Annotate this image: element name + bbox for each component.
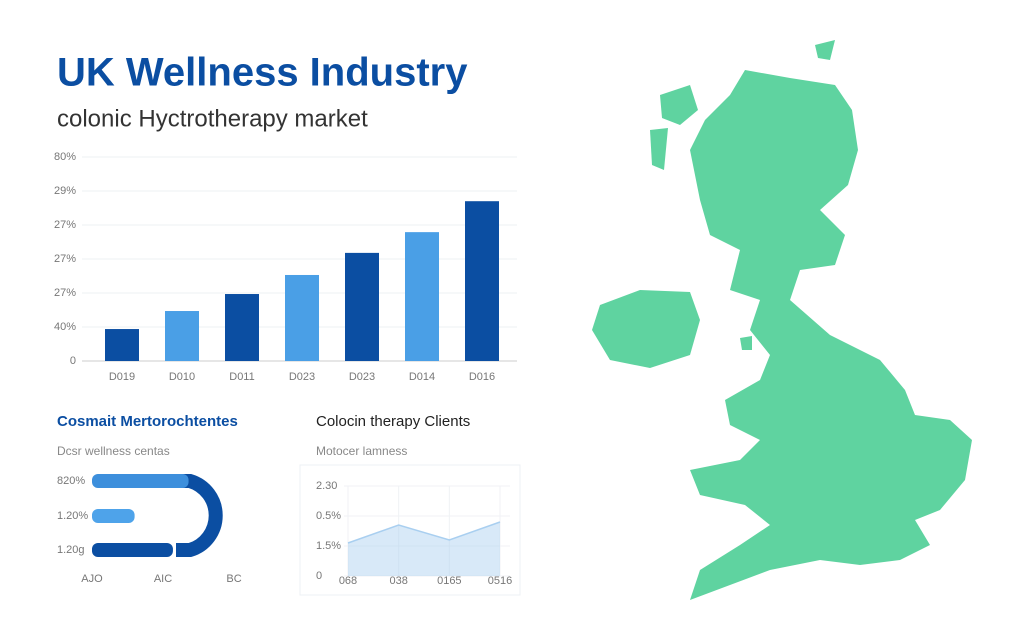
uk-map	[592, 40, 972, 600]
area	[348, 522, 500, 576]
bar	[405, 232, 439, 361]
ireland	[592, 290, 700, 368]
y-tick-label: 40%	[54, 321, 76, 333]
x-tick-label: D023	[349, 371, 375, 383]
x-tick-label: 0516	[488, 575, 512, 587]
page-subtitle: colonic Hyctrotherapy market	[57, 105, 368, 132]
y-tick-label: 0.5%	[316, 510, 341, 522]
x-tick-label: D011	[229, 371, 254, 383]
y-tick-label: 1.20%	[57, 510, 88, 522]
bar	[285, 274, 319, 361]
y-tick-label: 1.20g	[57, 544, 85, 556]
y-tick-label: 2.30	[316, 480, 337, 492]
x-tick-label: BC	[226, 573, 241, 585]
bar	[92, 509, 135, 523]
x-tick-label: 038	[389, 575, 407, 587]
y-tick-label: 1.5%	[316, 540, 341, 552]
area-line	[347, 521, 501, 544]
x-tick-label: 068	[339, 575, 357, 587]
x-tick-label: 0165	[437, 575, 461, 587]
panel-frame	[299, 464, 521, 596]
island	[815, 40, 835, 60]
bar	[345, 252, 379, 361]
bar	[92, 474, 189, 488]
x-tick-label: D016	[469, 371, 495, 383]
island	[660, 85, 698, 125]
y-tick-label: 0	[70, 355, 76, 367]
y-tick-label: 27%	[54, 219, 76, 231]
x-tick-label: AIC	[154, 573, 172, 585]
y-tick-label: 29%	[54, 185, 76, 197]
x-tick-label: AJO	[81, 573, 103, 585]
bar	[465, 201, 499, 361]
bar	[105, 329, 139, 361]
x-tick-label: D023	[289, 371, 315, 383]
chart-title: Cosmait Mertorochtentes	[57, 413, 238, 430]
decorative-arc	[176, 474, 223, 557]
y-tick-label: 0	[316, 570, 322, 582]
x-tick-label: D019	[109, 371, 135, 383]
island	[650, 128, 668, 170]
x-tick-label: D010	[169, 371, 195, 383]
island	[740, 336, 752, 350]
y-tick-label: 80%	[54, 151, 76, 163]
page-title: UK Wellness Industry	[57, 51, 468, 95]
bar	[92, 543, 173, 557]
bar	[225, 294, 259, 361]
chart-title: Colocin therapy Clients	[316, 413, 470, 430]
great-britain	[690, 70, 972, 600]
bar	[165, 311, 199, 361]
y-tick-label: 820%	[57, 475, 85, 487]
y-tick-label: 27%	[54, 287, 76, 299]
chart-subtitle: Dcsr wellness centas	[57, 444, 170, 458]
chart-subtitle: Motocer lamness	[316, 444, 407, 458]
y-tick-label: 27%	[54, 253, 76, 265]
x-tick-label: D014	[409, 371, 435, 383]
